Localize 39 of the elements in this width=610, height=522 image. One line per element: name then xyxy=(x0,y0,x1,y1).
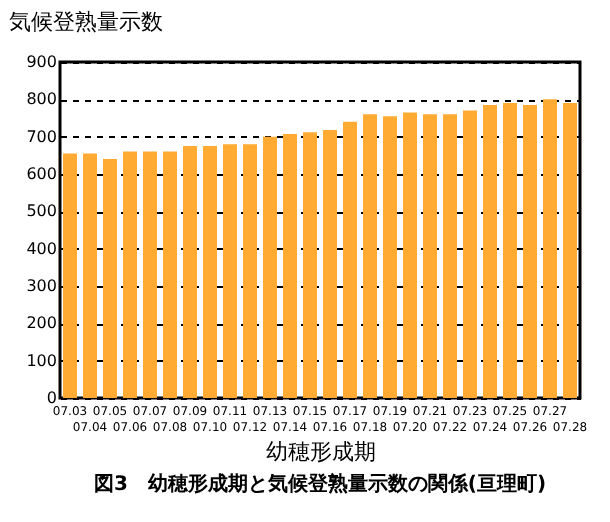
bar xyxy=(403,112,417,398)
bar xyxy=(383,116,397,398)
caption: 図3 幼穂形成期と気候登熟量示数の関係(亘理町) xyxy=(93,472,547,496)
bar xyxy=(463,110,477,398)
bar xyxy=(223,144,237,398)
y-axis-title: 気候登熟量示数 xyxy=(9,9,163,35)
y-tick-label: 500 xyxy=(26,202,57,221)
bar xyxy=(423,114,437,398)
y-tick-label: 600 xyxy=(26,165,57,183)
bar xyxy=(483,104,497,398)
bar xyxy=(543,99,557,398)
bar xyxy=(263,136,277,398)
bar xyxy=(443,114,457,398)
y-tick-label: 400 xyxy=(26,239,57,258)
bar xyxy=(243,144,257,398)
bar xyxy=(83,153,97,398)
bar xyxy=(143,151,157,398)
y-tick-label: 900 xyxy=(26,53,57,71)
bar xyxy=(503,103,517,398)
bar xyxy=(203,146,217,398)
bar xyxy=(563,103,577,398)
bar xyxy=(523,104,537,398)
x-axis-title: 幼穂形成期 xyxy=(266,439,376,465)
y-tick-label: 200 xyxy=(26,314,57,333)
bar xyxy=(283,134,297,398)
bar xyxy=(323,129,337,398)
bar xyxy=(163,151,177,398)
bar xyxy=(123,151,137,398)
y-tick-label: 0 xyxy=(46,389,57,407)
y-tick-label: 300 xyxy=(26,277,57,295)
bar xyxy=(63,153,77,398)
bar xyxy=(183,146,197,398)
bar xyxy=(303,132,317,398)
bar xyxy=(103,159,117,398)
y-tick-label: 100 xyxy=(26,351,57,370)
bar xyxy=(343,121,357,398)
y-tick-label: 700 xyxy=(26,127,57,146)
bar xyxy=(363,114,377,398)
y-tick-label: 800 xyxy=(26,90,57,109)
